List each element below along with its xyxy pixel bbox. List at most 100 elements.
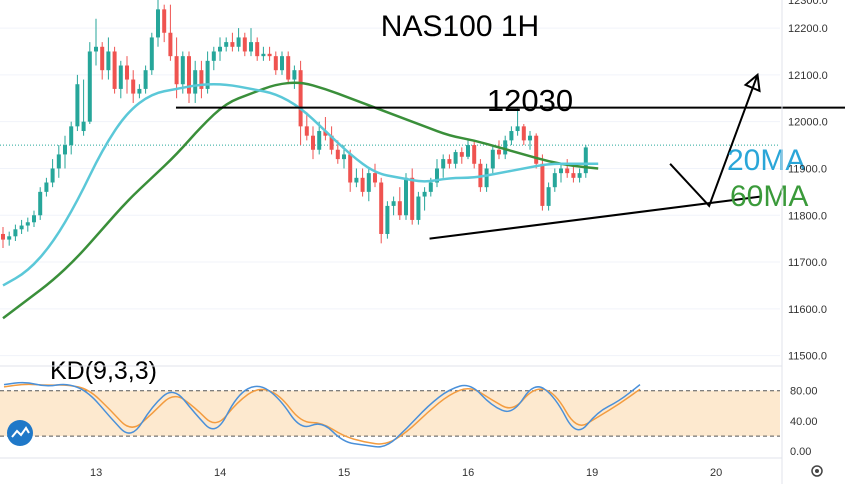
time-axis: 13 14 15 16 19 20: [0, 457, 782, 479]
candle-body: [205, 60, 210, 89]
candle-body: [317, 131, 322, 150]
candle-body: [509, 131, 514, 141]
candle-body: [137, 88, 142, 94]
candle-body: [193, 70, 198, 94]
candle-body: [459, 152, 464, 157]
projection-arrow: [669, 74, 759, 208]
candle-body: [385, 205, 390, 234]
candle-body: [298, 70, 303, 127]
candle-body: [404, 177, 408, 216]
candle-body: [69, 126, 74, 146]
candle-body: [81, 121, 86, 132]
candle-body: [366, 173, 371, 192]
ma60-line: [2, 81, 599, 320]
candle-body: [311, 135, 315, 150]
candle-body: [447, 159, 452, 164]
candle-body: [131, 79, 136, 94]
candle-body: [1, 233, 5, 240]
candle-body: [484, 168, 489, 188]
candle-body: [187, 56, 191, 94]
candle-body: [230, 42, 235, 47]
candle-body: [490, 149, 495, 169]
candle-body: [373, 173, 377, 183]
price-tick-label: 12100.0: [788, 70, 828, 82]
candle-body: [329, 135, 334, 150]
candle-body: [199, 70, 204, 89]
candle-body: [249, 42, 253, 52]
candle-body: [360, 177, 365, 192]
candle-body: [87, 51, 92, 122]
kd-pane: KD(9,3,3): [0, 357, 780, 448]
time-tick-label: 16: [462, 467, 474, 479]
gear-hub: [815, 469, 819, 473]
time-tick-label: 19: [586, 467, 598, 479]
kd-tick-label: 0.00: [790, 446, 811, 458]
candle-body: [242, 37, 247, 52]
price-tick-label-top: 12300.0: [788, 0, 828, 7]
candle-body: [552, 173, 557, 188]
candle-body: [416, 196, 421, 220]
price-tick-label: 12000.0: [788, 117, 828, 129]
candle-body: [38, 191, 43, 216]
candle-body: [174, 56, 179, 85]
kd-axis: 0.00 40.00 80.00: [0, 365, 818, 458]
candle-body: [441, 159, 446, 169]
chart-title: NAS100 1H: [381, 10, 539, 43]
settings-gear-icon[interactable]: [811, 465, 823, 477]
candle-body: [25, 222, 30, 226]
candle-body: [162, 9, 167, 33]
candle-body: [428, 182, 433, 192]
kd-k-line: [3, 381, 641, 448]
candle-body: [435, 168, 439, 183]
candle-body: [273, 56, 278, 71]
candle-body: [354, 177, 359, 183]
candle-body: [528, 135, 532, 141]
candle-body: [565, 168, 570, 174]
candle-body: [534, 135, 539, 164]
candle-body: [118, 65, 123, 89]
candle-body: [180, 56, 185, 85]
candle-body: [63, 145, 67, 155]
candle-body: [100, 46, 105, 71]
candle-body: [112, 51, 117, 89]
candle-body: [348, 154, 353, 183]
level-label-12030: 12030: [487, 83, 573, 118]
candle-body: [261, 53, 266, 57]
candle-body: [379, 182, 384, 234]
candle-body: [50, 168, 55, 183]
candle-body: [125, 65, 129, 80]
candle-body: [106, 51, 111, 71]
candle-body: [342, 154, 346, 160]
candle-body: [168, 32, 173, 57]
candle-body: [521, 126, 526, 141]
time-tick-label: 15: [338, 467, 350, 479]
candle-body: [453, 152, 458, 164]
candle-body: [224, 42, 229, 47]
time-tick-label: 13: [90, 467, 102, 479]
candle-body: [577, 173, 582, 178]
price-axis: 11500.0 11600.0 11700.0 11800.0 11900.0 12000…: [781, 0, 828, 484]
candle-body: [32, 215, 36, 223]
candle-body: [304, 126, 309, 136]
tradingview-logo[interactable]: [7, 420, 33, 446]
candle-body: [267, 53, 272, 57]
price-grid: [0, 27, 780, 357]
candle-body: [503, 140, 508, 155]
time-tick-label: 14: [214, 467, 226, 479]
candle-body: [56, 154, 61, 169]
ma20-label: 20MA: [727, 144, 805, 177]
candle-body: [94, 46, 98, 52]
candle-body: [540, 163, 545, 206]
price-tick-label: 12200.0: [788, 23, 828, 35]
price-tick-label: 11600.0: [788, 304, 827, 316]
candle-body: [472, 145, 477, 164]
price-pane: NAS100 1H 12030 20MA 60MA: [0, 0, 845, 357]
candle-body: [515, 126, 520, 132]
candle-body: [236, 37, 241, 47]
candle-body: [422, 191, 427, 197]
candle-body: [255, 42, 260, 57]
candle-body: [13, 229, 18, 237]
candle-body: [286, 56, 291, 80]
candle-body: [143, 70, 148, 89]
